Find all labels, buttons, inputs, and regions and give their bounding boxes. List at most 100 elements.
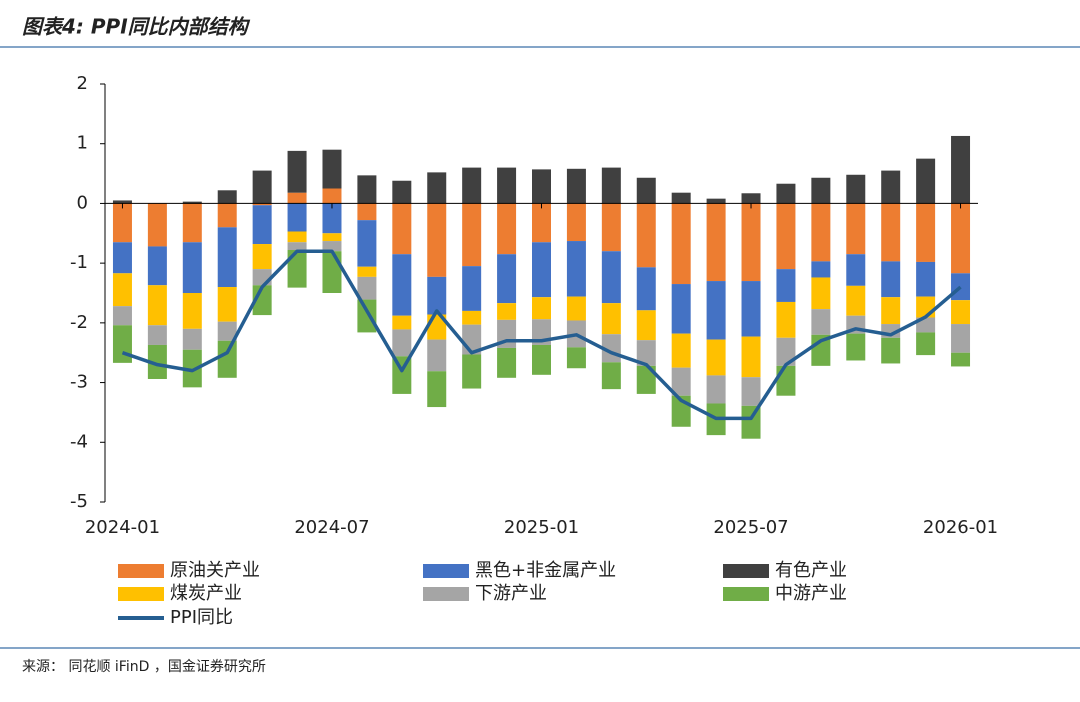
bar-segment	[497, 303, 517, 320]
line	[121, 249, 962, 421]
bar-segment	[916, 203, 936, 262]
y-tick-label: -2	[70, 312, 88, 333]
y-tick-label: -5	[70, 491, 88, 512]
bar-segment	[951, 135, 971, 204]
x-tick-label: 2025-07	[713, 517, 788, 538]
bar-segment	[462, 167, 482, 204]
bar-segment	[252, 244, 272, 270]
bar-segment	[252, 205, 272, 245]
bar-segment	[776, 301, 796, 338]
bar-segment	[601, 303, 621, 335]
bar-segment	[182, 349, 202, 388]
bar-segment	[357, 266, 377, 277]
bar-segment	[532, 242, 551, 298]
bar-segment	[601, 167, 621, 204]
bar-segment	[287, 150, 307, 193]
bar-segment	[287, 231, 307, 243]
bar-segment	[916, 261, 936, 297]
bar-segment	[636, 267, 656, 311]
bar-segment	[532, 203, 551, 243]
bar-segment	[566, 296, 586, 321]
bar-segment	[497, 347, 517, 378]
bar-segment	[706, 198, 726, 204]
bar-segment	[357, 276, 377, 300]
y-tick-label: -1	[70, 252, 88, 273]
bar-segment	[427, 339, 447, 372]
bar-segment	[287, 242, 307, 251]
bar-segment	[217, 321, 237, 341]
bar-segment	[881, 203, 901, 262]
bar-segment	[601, 251, 621, 304]
bar-segment	[671, 284, 691, 334]
bar-segment	[217, 340, 237, 378]
bar-segment	[322, 241, 342, 252]
bar-segment	[322, 233, 342, 242]
bar-segment	[532, 344, 551, 375]
bar-segment	[671, 333, 691, 368]
bar-segment	[322, 203, 342, 234]
source: 来源： 同花顺 iFinD ，国金证券研究所	[22, 659, 266, 675]
bar-segment	[147, 285, 167, 326]
y-tick-label: 1	[77, 133, 88, 154]
bar-segment	[636, 310, 656, 341]
bar-segment	[147, 344, 167, 379]
bar-segment	[392, 315, 412, 330]
bar-segment	[776, 365, 796, 396]
bar-segment	[112, 200, 132, 204]
legend-swatch	[118, 587, 164, 601]
bar-segment	[252, 203, 272, 206]
bar-segment	[776, 337, 796, 366]
legend-label: 煤炭产业	[170, 583, 242, 604]
bar-segment	[881, 337, 901, 364]
bar-segment	[357, 299, 377, 333]
bar-segment	[846, 285, 866, 316]
bar-segment	[357, 203, 377, 221]
bar-segment	[462, 203, 482, 267]
legend-label: 下游产业	[475, 583, 547, 604]
bar-segment	[217, 190, 237, 204]
bar-segment	[252, 269, 272, 286]
bar-segment	[881, 170, 901, 204]
bar-segment	[741, 193, 761, 204]
bar-segment	[322, 251, 342, 293]
bar-segment	[532, 169, 551, 204]
bar-segment	[427, 172, 447, 204]
bar-segment	[881, 261, 901, 298]
bar-segment	[182, 201, 202, 204]
bar-segment	[566, 347, 586, 369]
legend-swatch	[723, 564, 769, 578]
bar-segment	[462, 310, 482, 325]
y-tick-label: -3	[70, 372, 88, 393]
bar-segment	[741, 377, 761, 406]
bar-segment	[217, 227, 237, 288]
bar-segment	[322, 149, 342, 189]
legend-label: PPI同比	[170, 607, 233, 628]
bar-segment	[951, 352, 971, 367]
legend-swatch	[118, 564, 164, 578]
bar-segment	[112, 325, 132, 363]
bar-segment	[811, 309, 831, 335]
y-tick-label: 0	[77, 192, 88, 213]
bar-segment	[147, 203, 167, 247]
bar-segment	[217, 203, 237, 228]
bar-segment	[916, 296, 936, 318]
legend-swatch	[723, 587, 769, 601]
bar-segment	[566, 168, 586, 204]
bar-segment	[427, 371, 447, 408]
bar-segment	[776, 203, 796, 270]
bar-segment	[601, 362, 621, 390]
legend-swatch	[423, 564, 469, 578]
bar-segment	[811, 261, 831, 278]
bar-segment	[287, 192, 307, 204]
bar-segment	[427, 203, 447, 277]
x-tick-label: 2026-01	[923, 517, 998, 538]
bar-segment	[252, 170, 272, 204]
bar-segment	[741, 336, 761, 378]
bar-segment	[636, 365, 656, 394]
bar-segment	[811, 177, 831, 204]
bar-segment	[951, 273, 971, 301]
bar-segment	[951, 324, 971, 353]
bar-segment	[392, 254, 412, 316]
bar-segment	[881, 297, 901, 325]
bar-segment	[846, 174, 866, 204]
